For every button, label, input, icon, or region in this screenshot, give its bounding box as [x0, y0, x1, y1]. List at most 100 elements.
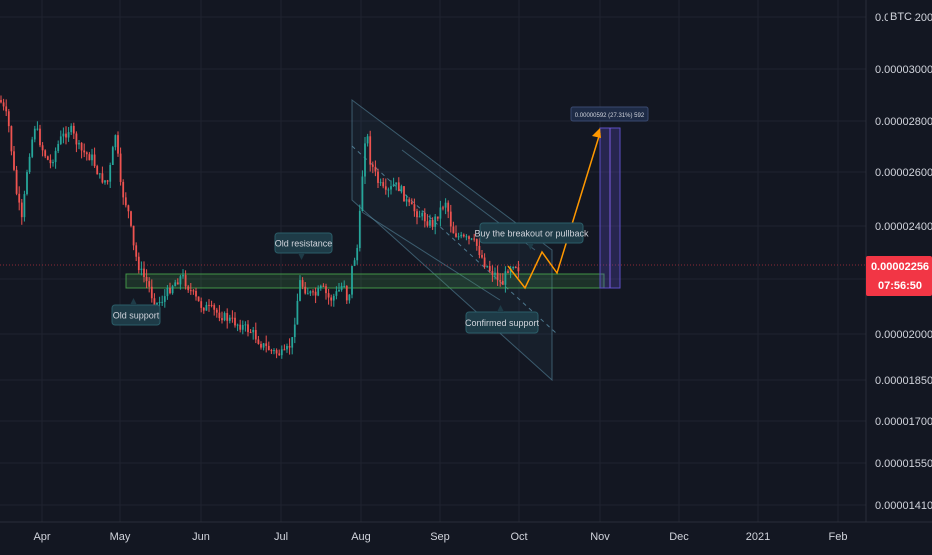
price-tick-label: 0.00002800: [875, 116, 932, 128]
candle: [267, 341, 270, 351]
time-tick-label: Sep: [430, 531, 450, 543]
candle: [257, 335, 260, 345]
candle: [369, 130, 372, 172]
candle: [150, 279, 153, 303]
candle: [200, 297, 203, 313]
candle: [379, 178, 382, 186]
candle: [431, 217, 434, 230]
candle: [239, 319, 242, 333]
candle: [499, 273, 502, 287]
candle: [78, 139, 80, 150]
candle: [210, 300, 213, 308]
candle: [85, 151, 88, 161]
candle: [494, 267, 496, 280]
candle: [449, 204, 452, 233]
candle: [93, 147, 96, 168]
candle: [184, 270, 187, 290]
candle: [322, 283, 325, 288]
candle: [299, 275, 301, 302]
candle: [218, 305, 221, 322]
candle: [145, 269, 148, 289]
candle: [512, 266, 515, 270]
candle: [496, 265, 499, 286]
callout-buy-note: Buy the breakout or pullback: [474, 222, 589, 250]
candle: [439, 200, 442, 227]
time-tick-label: Jul: [274, 531, 288, 543]
candle: [101, 166, 104, 184]
candle: [57, 140, 60, 154]
price-tick-label: 0.00001550: [875, 458, 932, 470]
candle: [28, 153, 31, 174]
candle: [205, 301, 208, 311]
candle: [20, 199, 23, 225]
candle: [434, 214, 437, 235]
candle: [397, 177, 400, 192]
currency-text: BTC: [890, 11, 912, 23]
candle: [478, 238, 481, 259]
time-tick-label: Jun: [192, 531, 210, 543]
candle: [314, 287, 317, 304]
time-axis[interactable]: Apr May Jun Jul Aug Sep Oct Nov Dec 2021 Feb: [0, 521, 932, 550]
candle: [7, 109, 10, 133]
candle: [228, 314, 231, 324]
candle: [96, 164, 99, 175]
time-tick-label: Aug: [351, 531, 371, 543]
candle: [410, 198, 413, 205]
candle: [166, 285, 169, 300]
candle: [418, 210, 421, 218]
candle: [475, 238, 478, 251]
candle: [10, 125, 13, 156]
callout-old-resistance-text: Old resistance: [275, 239, 333, 249]
candle: [127, 204, 130, 219]
candle: [296, 293, 299, 325]
candle: [26, 169, 28, 196]
candle: [234, 312, 236, 328]
candle: [332, 293, 335, 307]
candle: [507, 269, 509, 274]
candle: [215, 307, 218, 318]
candle: [403, 186, 405, 202]
candle: [119, 147, 122, 186]
candle: [343, 280, 346, 288]
candle: [254, 322, 257, 344]
candle: [91, 148, 93, 166]
candle: [171, 284, 174, 295]
candle: [481, 249, 483, 259]
candle: [130, 210, 132, 228]
candle: [280, 345, 283, 359]
candle: [468, 235, 470, 245]
candle: [72, 122, 75, 139]
candle: [395, 182, 398, 191]
candle: [88, 152, 91, 161]
candle: [283, 344, 286, 351]
candle: [293, 317, 296, 344]
candle: [455, 225, 457, 238]
candle: [504, 266, 507, 293]
candle: [70, 123, 73, 136]
measure-label-text: 0.00000592 (27.31%) 592: [575, 113, 645, 119]
candle: [306, 287, 309, 295]
candle: [436, 216, 439, 222]
time-tick-label: Feb: [829, 531, 848, 543]
candle: [39, 124, 41, 148]
time-tick-label: Dec: [669, 531, 689, 543]
candle: [106, 179, 109, 185]
candle: [231, 310, 234, 323]
candle: [486, 265, 489, 268]
candle: [182, 269, 184, 279]
candle: [338, 283, 340, 293]
candle: [65, 126, 67, 145]
candle: [286, 343, 288, 353]
price-tick-label: 0.00001700: [875, 416, 932, 428]
candle: [122, 179, 125, 205]
candle: [2, 98, 5, 111]
candle: [83, 143, 86, 158]
candle: [273, 348, 275, 355]
candle: [447, 200, 450, 219]
candle: [312, 289, 314, 296]
candle: [345, 285, 348, 305]
candle: [260, 341, 262, 350]
candle: [197, 296, 200, 302]
